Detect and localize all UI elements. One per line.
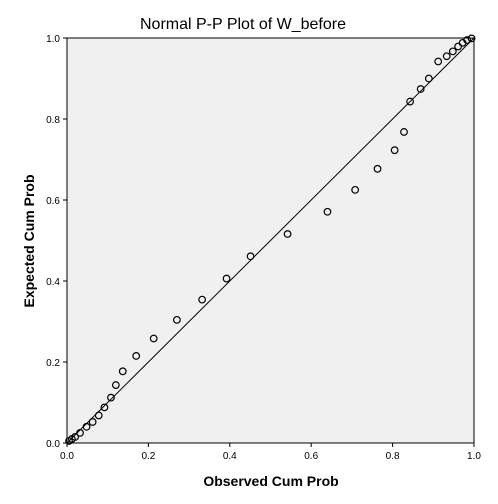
data-point — [463, 36, 471, 44]
data-point — [118, 367, 127, 376]
y-tick-label: 0.4 — [46, 277, 60, 288]
x-tick-label: 0.0 — [60, 451, 74, 462]
data-points — [65, 34, 476, 445]
reference-line — [66, 37, 475, 444]
data-point — [434, 57, 443, 66]
y-tick-label: 0.6 — [46, 196, 60, 207]
y-axis-label: Expected Cum Prob — [21, 174, 37, 307]
data-point — [222, 274, 231, 283]
data-point — [400, 128, 408, 136]
x-tick-label: 1.0 — [467, 451, 481, 462]
data-point — [82, 422, 91, 431]
data-point — [390, 146, 399, 155]
chart-title: Normal P-P Plot of W_before — [140, 16, 346, 33]
data-point — [172, 315, 181, 324]
x-axis-label: Observed Cum Prob — [203, 473, 338, 489]
data-point — [132, 352, 141, 360]
x-tick-label: 0.8 — [386, 451, 400, 462]
data-point — [100, 403, 109, 412]
y-tick-label: 1.0 — [46, 34, 60, 45]
y-tick-label: 0.0 — [46, 439, 60, 450]
data-point — [416, 85, 425, 93]
data-point — [246, 252, 255, 261]
x-tick-label: 0.2 — [141, 451, 155, 462]
data-point — [406, 97, 415, 106]
x-tick-label: 0.4 — [223, 451, 237, 462]
data-point — [198, 295, 207, 304]
plot-frame — [66, 37, 475, 444]
data-point — [448, 47, 457, 56]
data-point — [442, 52, 451, 61]
data-point — [88, 418, 97, 426]
data-point — [373, 164, 382, 173]
y-tick-label: 0.2 — [46, 358, 60, 369]
data-point — [351, 185, 360, 194]
data-point — [323, 207, 332, 216]
axis-ticks: 0.0 0.2 0.4 0.6 0.8 1.0 0.0 0.2 0.4 0.6 0.8 1.0 — [46, 34, 481, 462]
data-point — [149, 334, 158, 343]
data-point — [76, 428, 84, 437]
data-point — [111, 381, 120, 389]
data-point — [71, 433, 80, 441]
data-point — [424, 74, 433, 83]
x-tick-label: 0.6 — [304, 451, 318, 462]
y-tick-label: 0.8 — [46, 115, 60, 126]
data-point — [107, 393, 115, 402]
data-point — [283, 230, 292, 238]
data-point — [94, 411, 103, 420]
